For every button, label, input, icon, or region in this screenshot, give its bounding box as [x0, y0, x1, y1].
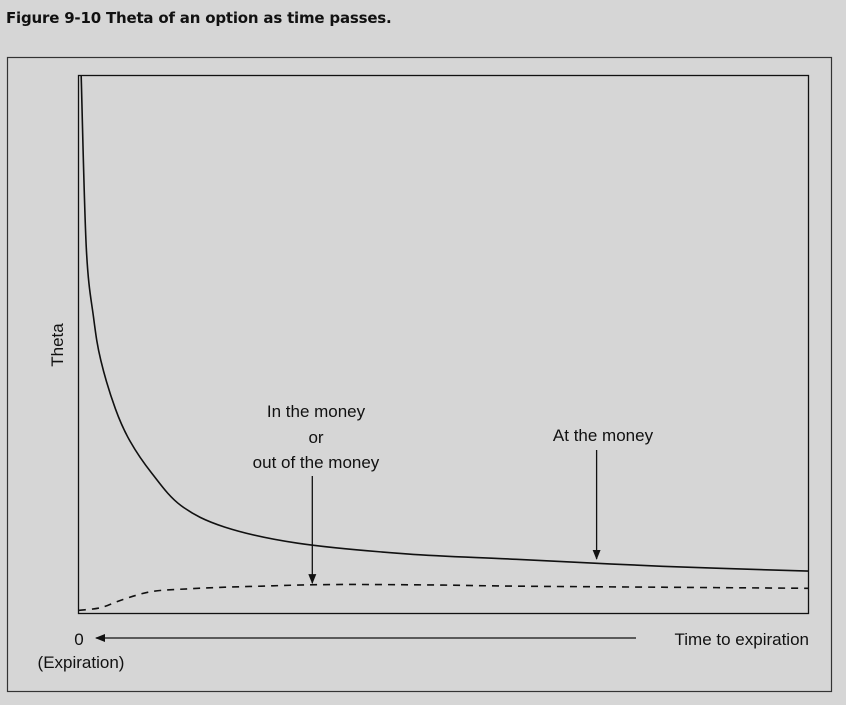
annotation-itm-line2: or	[308, 428, 323, 447]
series-line-itm_otm	[78, 583, 809, 612]
plot-area	[77, 74, 810, 615]
annotation-itm-line3: out of the money	[253, 453, 380, 472]
series-group	[78, 75, 809, 612]
figure-title: Figure 9-10 Theta of an option as time p…	[6, 9, 392, 27]
x-origin-label: 0	[74, 630, 83, 649]
x-axis-label: Time to expiration	[675, 630, 809, 649]
annotation-itm-otm: In the money or out of the money	[253, 402, 380, 585]
annotation-atm-text: At the money	[553, 426, 654, 445]
series-line-atm	[80, 75, 809, 572]
y-axis-label: Theta	[48, 323, 67, 367]
figure-frame	[6, 56, 833, 693]
annotation-itm-line1: In the money	[267, 402, 366, 421]
annotation-atm: At the money	[553, 426, 654, 560]
x-origin-sublabel: (Expiration)	[38, 653, 125, 672]
